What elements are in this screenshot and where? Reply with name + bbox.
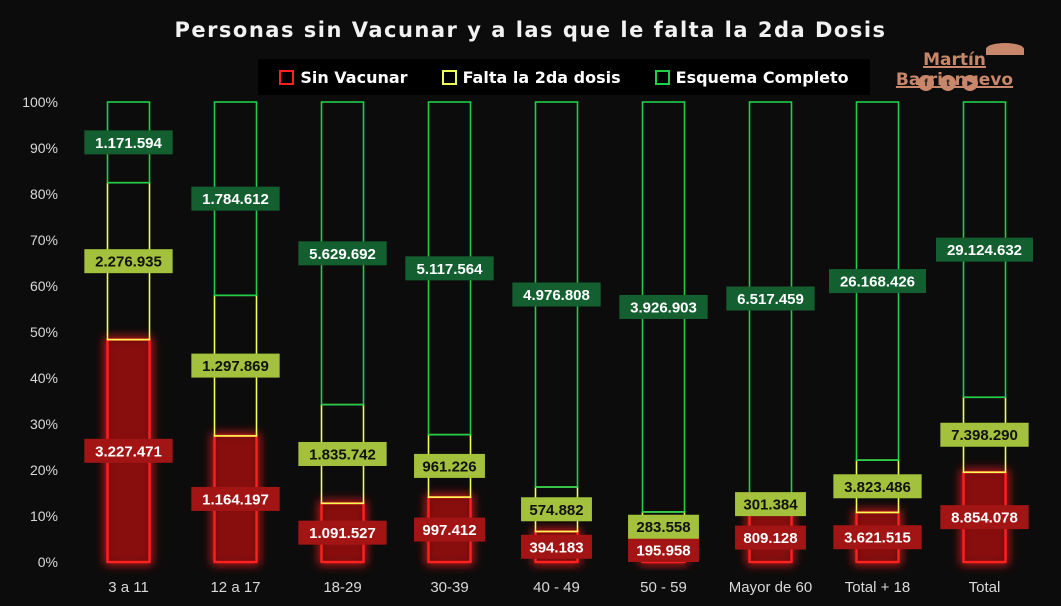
y-tick-label: 40% xyxy=(30,370,58,386)
data-label-box xyxy=(298,441,387,466)
data-label: 5.629.692 xyxy=(309,246,376,263)
data-label-box xyxy=(405,256,494,281)
brand-arc-icon xyxy=(986,43,1024,55)
data-label-box xyxy=(619,294,708,319)
data-label: 574.882 xyxy=(529,502,583,519)
data-label-box xyxy=(191,353,280,378)
data-label: 26.168.426 xyxy=(840,274,915,291)
data-label: 29.124.632 xyxy=(947,242,1022,259)
legend-item-esquema-completo: Esquema Completo xyxy=(654,67,849,87)
data-label: 394.183 xyxy=(529,539,583,556)
data-label-box xyxy=(833,474,922,499)
x-tick-label: Total + 18 xyxy=(845,579,910,596)
brand-social-links: f t ▸ xyxy=(918,75,978,91)
data-label-box xyxy=(936,237,1033,262)
data-label-box xyxy=(521,534,592,559)
legend-swatch-esquema-completo xyxy=(654,69,670,85)
data-label: 3.227.471 xyxy=(95,443,162,460)
data-label-box xyxy=(84,438,173,463)
data-label-box xyxy=(298,241,387,266)
data-label: 809.128 xyxy=(743,530,797,547)
data-label-box xyxy=(940,422,1029,447)
y-tick-label: 70% xyxy=(30,232,58,248)
data-label-box xyxy=(735,492,806,517)
data-label: 195.958 xyxy=(636,543,690,560)
data-label: 2.276.935 xyxy=(95,254,162,271)
data-label-box xyxy=(628,538,699,562)
y-tick-label: 30% xyxy=(30,416,58,432)
data-label: 3.926.903 xyxy=(630,299,697,316)
data-label-box xyxy=(735,525,806,550)
y-tick-label: 60% xyxy=(30,278,58,294)
y-tick-label: 100% xyxy=(22,94,58,110)
chart-legend: Sin Vacunar Falta la 2da dosis Esquema C… xyxy=(258,59,870,95)
legend-label-falta-2da-dosis: Falta la 2da dosis xyxy=(462,67,621,87)
data-label: 1.297.869 xyxy=(202,358,269,375)
data-label-box xyxy=(84,249,173,274)
y-tick-label: 90% xyxy=(30,140,58,156)
data-label: 3.823.486 xyxy=(844,479,911,496)
data-label-box xyxy=(414,517,485,542)
data-label-box xyxy=(512,282,601,307)
data-label-box xyxy=(298,520,387,545)
x-tick-label: 30-39 xyxy=(430,579,468,596)
data-label: 1.835.742 xyxy=(309,446,376,463)
data-label: 283.558 xyxy=(636,519,690,536)
data-label: 1.091.527 xyxy=(309,525,376,542)
data-label: 301.384 xyxy=(743,497,798,514)
data-label-box xyxy=(521,497,592,522)
data-label: 1.784.612 xyxy=(202,191,269,208)
y-tick-label: 20% xyxy=(30,462,58,478)
data-label: 3.621.515 xyxy=(844,530,911,547)
twitter-icon[interactable]: t xyxy=(940,75,956,91)
data-label-box xyxy=(940,505,1029,530)
legend-item-falta-2da-dosis: Falta la 2da dosis xyxy=(441,67,621,87)
data-label: 4.976.808 xyxy=(523,287,590,304)
data-label: 1.171.594 xyxy=(95,135,162,152)
legend-item-sin-vacunar: Sin Vacunar xyxy=(279,67,408,87)
data-label: 961.226 xyxy=(422,458,476,475)
x-tick-label: 18-29 xyxy=(323,579,361,596)
youtube-icon[interactable]: ▸ xyxy=(962,75,978,91)
data-label-box xyxy=(414,453,485,478)
x-tick-label: 40 - 49 xyxy=(533,579,580,596)
data-label-box xyxy=(191,486,280,511)
data-label: 5.117.564 xyxy=(417,261,484,278)
x-tick-label: Total xyxy=(969,579,1001,596)
data-label: 1.164.197 xyxy=(202,491,269,508)
data-label: 7.398.290 xyxy=(951,427,1018,444)
data-label-box xyxy=(726,286,815,311)
data-label-box xyxy=(829,269,926,294)
data-label: 997.412 xyxy=(422,522,476,539)
data-label: 8.854.078 xyxy=(951,510,1018,527)
data-label-box xyxy=(628,514,699,539)
x-tick-label: 12 a 17 xyxy=(210,579,260,596)
legend-swatch-falta-2da-dosis xyxy=(441,69,457,85)
legend-label-sin-vacunar: Sin Vacunar xyxy=(300,67,408,87)
chart-title: Personas sin Vacunar y a las que le falt… xyxy=(174,18,887,42)
data-label-box xyxy=(84,130,173,155)
x-tick-label: 3 a 11 xyxy=(108,579,149,596)
data-label-box xyxy=(833,525,922,550)
y-tick-label: 10% xyxy=(30,508,58,524)
x-tick-label: 50 - 59 xyxy=(640,579,687,596)
x-tick-label: Mayor de 60 xyxy=(729,579,812,596)
data-label-box xyxy=(191,186,280,211)
legend-swatch-sin-vacunar xyxy=(279,69,295,85)
y-tick-label: 0% xyxy=(38,554,58,570)
brand-logo: Martín Barrionuevo f t ▸ xyxy=(862,43,1047,93)
y-tick-label: 50% xyxy=(30,324,58,340)
y-tick-label: 80% xyxy=(30,186,58,202)
facebook-icon[interactable]: f xyxy=(918,75,934,91)
data-label: 6.517.459 xyxy=(737,291,804,308)
legend-label-esquema-completo: Esquema Completo xyxy=(675,67,849,87)
